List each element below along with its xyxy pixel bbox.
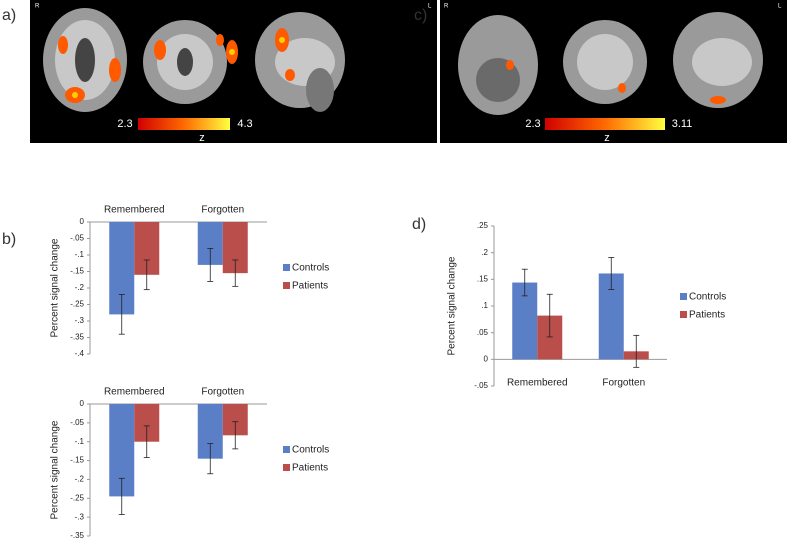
colorbar-min: 2.3 (525, 118, 540, 130)
y-tick-label: -.05 (70, 234, 84, 243)
y-tick-label: -.15 (70, 267, 84, 276)
colorbar-name: z (199, 132, 205, 144)
orientation-right: R (444, 4, 449, 10)
y-tick-label: 0 (484, 354, 489, 363)
legend-swatch (283, 446, 290, 453)
y-tick-label: -.1 (75, 437, 85, 446)
y-tick-label: -.2 (75, 283, 85, 292)
y-axis-label: Percent signal change (50, 420, 61, 519)
panel-label: a) (2, 7, 16, 24)
orientation-left: L (778, 4, 782, 10)
error-bar (521, 268, 528, 297)
y-axis-label: Percent signal change (447, 256, 458, 355)
colorbar-min: 2.3 (117, 118, 132, 130)
brain-panel-c: 2.3 3.11 z R L (440, 0, 787, 144)
y-tick-label: .25 (477, 221, 489, 230)
error-bar (143, 425, 150, 458)
y-tick-label: -.3 (75, 316, 85, 325)
legend-swatch (680, 311, 687, 318)
legend-label: Controls (292, 263, 329, 274)
y-tick-label: .2 (481, 248, 488, 257)
legend-swatch (680, 293, 687, 300)
panel-label: d) (412, 216, 426, 233)
colorbar-name: z (604, 132, 610, 144)
y-tick-label: -.05 (70, 418, 84, 427)
y-tick-label: -.4 (75, 349, 85, 358)
legend-label: Patients (689, 310, 725, 321)
y-tick-label: -.1 (75, 250, 85, 259)
legend-label: Patients (292, 463, 328, 474)
error-bar (232, 259, 239, 287)
legend-label: Controls (689, 292, 726, 303)
legend-swatch (283, 282, 290, 289)
colorbar-max: 4.3 (237, 118, 252, 130)
y-tick-label: -.35 (70, 531, 84, 540)
category-label: Forgotten (201, 205, 244, 216)
y-tick-label: 0 (80, 217, 85, 226)
error-bar (207, 443, 214, 475)
error-bar (232, 421, 239, 450)
legend-label: Controls (292, 445, 329, 456)
category-label: Remembered (104, 387, 165, 398)
y-tick-label: -.2 (75, 475, 85, 484)
error-bar (118, 477, 125, 515)
legend-label: Patients (292, 281, 328, 292)
y-tick-label: -.3 (75, 512, 85, 521)
y-axis-label: Percent signal change (50, 238, 61, 337)
y-tick-label: -.25 (70, 493, 84, 502)
y-tick-label: .1 (481, 301, 488, 310)
category-label: Forgotten (201, 387, 244, 398)
error-bar (633, 334, 640, 368)
legend-swatch (283, 264, 290, 271)
panel-label: b) (2, 231, 16, 248)
y-tick-label: .05 (477, 328, 489, 337)
y-tick-label: -.15 (70, 456, 84, 465)
error-bar (207, 247, 214, 282)
orientation-right: R (35, 4, 40, 10)
panel-label: c) (414, 7, 427, 24)
error-bar (546, 293, 553, 338)
y-tick-label: -.35 (70, 333, 84, 342)
y-tick-label: 0 (80, 399, 85, 408)
brain-panel-a: 2.3 4.3 z R L (30, 0, 437, 144)
y-tick-label: -.05 (474, 381, 488, 390)
y-tick-label: .15 (477, 274, 489, 283)
category-label: Remembered (104, 205, 165, 216)
legend-swatch (283, 464, 290, 471)
category-label: Forgotten (602, 378, 645, 389)
error-bar (143, 259, 150, 291)
error-bar (608, 257, 615, 290)
category-label: Remembered (507, 378, 568, 389)
orientation-left: L (428, 4, 432, 10)
y-tick-label: -.25 (70, 300, 84, 309)
error-bar (118, 294, 125, 335)
colorbar-max: 3.11 (672, 118, 693, 130)
